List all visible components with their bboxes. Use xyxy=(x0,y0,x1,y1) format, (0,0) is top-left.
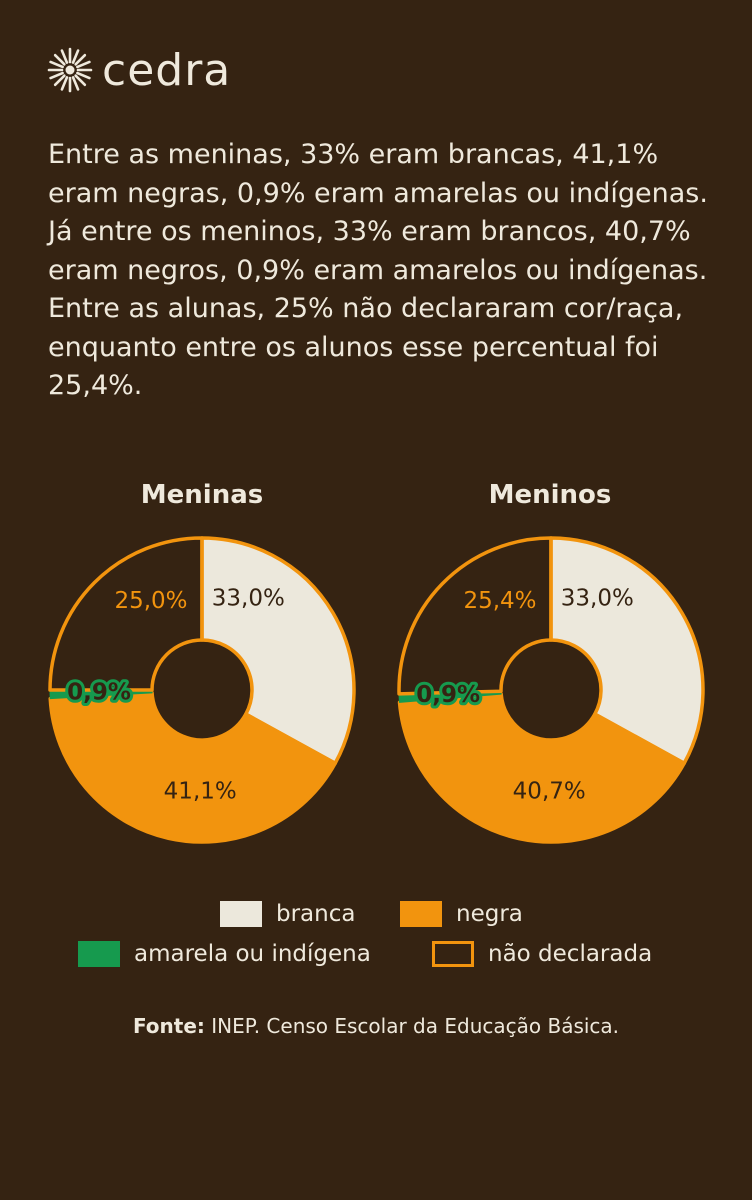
donut-slice-negra xyxy=(397,692,686,844)
data-label-nao: 25,0% xyxy=(114,588,187,614)
data-label-branca: 33,0% xyxy=(561,586,634,612)
donut-slice-nao xyxy=(48,536,204,692)
legend-item-amarela: amarela ou indígena xyxy=(78,937,371,971)
source-prefix: Fonte: xyxy=(132,1014,205,1038)
legend-swatch-branca xyxy=(220,901,262,927)
donut-chart-meninos: 33,0% 40,7% 0,9% 25,4% xyxy=(397,536,705,844)
legend-swatch-negra xyxy=(400,901,442,927)
legend-label-negra: negra xyxy=(456,901,523,927)
intro-paragraph: Entre as meninas, 33% eram brancas, 41,1… xyxy=(48,139,708,401)
data-label-nao: 25,4% xyxy=(463,588,536,614)
legend-label-amarela: amarela ou indígena xyxy=(134,941,371,967)
data-label-negra: 40,7% xyxy=(513,779,586,805)
legend-swatch-amarela xyxy=(78,941,120,967)
donut-chart-meninas: 33,0% 41,1% 0,9% 25,0% xyxy=(48,536,356,844)
data-label-branca: 33,0% xyxy=(212,586,285,612)
sun-burst-icon xyxy=(47,47,93,93)
brand-logo: cedra xyxy=(46,40,231,100)
source-note: Fonte: INEP. Censo Escolar da Educação B… xyxy=(0,1014,752,1038)
chart-title-meninos: Meninos xyxy=(488,480,612,510)
data-label-amarela: 0,9% xyxy=(416,682,480,708)
donut-slice-branca xyxy=(200,536,356,765)
legend-item-nao-declarada: não declarada xyxy=(432,937,652,971)
legend-label-branca: branca xyxy=(276,901,356,927)
legend-label-nao-declarada: não declarada xyxy=(488,941,653,967)
legend-swatch-nao-declarada xyxy=(432,941,474,967)
legend-item-branca: branca xyxy=(220,897,355,931)
legend-item-negra: negra xyxy=(400,897,523,931)
donut-slice-negra xyxy=(48,691,337,844)
source-text: INEP. Censo Escolar da Educação Básica. xyxy=(204,1014,620,1038)
brand-name: cedra xyxy=(102,44,232,96)
chart-title-meninas: Meninas xyxy=(140,480,264,510)
data-label-amarela: 0,9% xyxy=(67,679,131,705)
data-label-negra: 41,1% xyxy=(164,779,237,805)
donut-slice-branca xyxy=(549,536,705,765)
donut-slice-nao xyxy=(397,536,553,696)
